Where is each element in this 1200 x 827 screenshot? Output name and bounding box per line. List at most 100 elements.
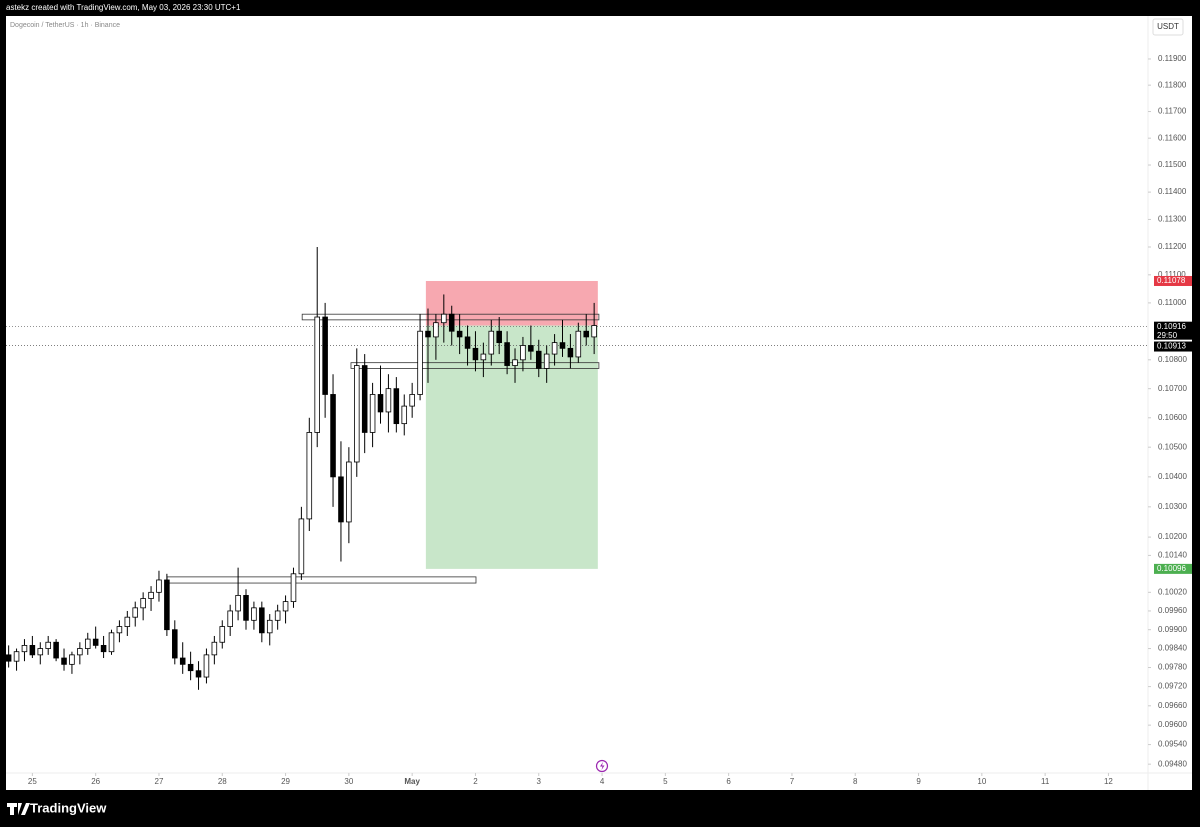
x-tick-label: 12: [1104, 777, 1113, 786]
candle-body: [164, 579, 170, 631]
candle-body: [69, 654, 75, 665]
y-tick-label: 0.11800: [1158, 80, 1187, 89]
candle-body: [148, 591, 154, 599]
candle-body: [464, 336, 471, 349]
y-tick-label: 0.10600: [1158, 413, 1187, 422]
candle-body: [369, 394, 376, 433]
zone: [350, 362, 600, 369]
candle-body: [172, 629, 178, 659]
candle-body: [187, 663, 194, 672]
currency: USDT: [1157, 22, 1179, 31]
candle-body: [448, 313, 455, 332]
candle-body: [124, 616, 131, 627]
candle-body: [488, 330, 495, 355]
candle-body: [84, 638, 91, 649]
candle-body: [77, 648, 83, 656]
candle-body: [179, 657, 186, 665]
candle-body: [195, 670, 202, 678]
candle-body: [37, 648, 44, 656]
y-tick-label: 0.10020: [1158, 587, 1187, 596]
candle-body: [330, 394, 336, 478]
currency-box: [1152, 18, 1184, 36]
candle-body: [282, 601, 289, 612]
chart-title: Dogecoin / TetherUS · 1h · Binance: [10, 22, 120, 29]
target-label: 0.10096: [1157, 564, 1186, 573]
x-tick-label: 7: [790, 777, 795, 786]
candle-body: [535, 350, 542, 369]
candle-body: [551, 342, 558, 355]
candle-body: [575, 330, 582, 358]
x-tick-label: 6: [726, 777, 731, 786]
x-tick-label: 2: [473, 777, 478, 786]
x-tick-label: 28: [218, 777, 227, 786]
candle-body: [417, 330, 423, 395]
y-tick-label: 0.11600: [1158, 133, 1187, 142]
header: astekz created with TradingView.com, May…: [6, 3, 241, 12]
candle-body: [203, 654, 210, 678]
y-tick-label: 0.09960: [1158, 606, 1187, 615]
candle-body: [433, 322, 439, 338]
target-zone: [425, 325, 598, 569]
stop-zone: [425, 280, 598, 326]
candle-body: [361, 365, 368, 433]
x-tick-label: May: [404, 777, 420, 786]
brand: TradingView: [30, 800, 107, 815]
y-tick-label: 0.11700: [1158, 107, 1187, 116]
last-price-label: 0.10916: [1157, 322, 1186, 331]
x-tick-label: 5: [663, 777, 668, 786]
candle-body: [591, 325, 597, 338]
candle-body: [259, 607, 265, 634]
candle-body: [520, 345, 526, 361]
x-tick-label: 27: [155, 777, 164, 786]
candle-body: [346, 461, 352, 523]
candle-body: [235, 595, 241, 612]
y-tick-label: 0.10700: [1158, 384, 1187, 393]
x-tick-label: 8: [853, 777, 858, 786]
y-tick-label: 0.10500: [1158, 442, 1187, 451]
candle-body: [274, 610, 281, 621]
candle-body: [567, 347, 574, 358]
candle-body: [140, 598, 146, 609]
y-tick-label: 0.09780: [1158, 663, 1187, 672]
x-tick-label: 4: [600, 777, 605, 786]
chart-panel: [6, 16, 1192, 790]
candle-body: [219, 626, 226, 643]
candle-body: [385, 388, 392, 413]
candle-body: [53, 641, 59, 659]
candle-body: [108, 632, 115, 653]
candle-body: [290, 573, 297, 603]
x-tick-label: 3: [537, 777, 542, 786]
x-tick-label: 30: [344, 777, 353, 786]
candle-body: [425, 330, 431, 338]
prev-price-label-bg: [1154, 341, 1192, 352]
y-tick-label: 0.09720: [1158, 682, 1187, 691]
prev-price-label: 0.10913: [1157, 342, 1186, 351]
candle-body: [21, 644, 28, 653]
countdown: 29:50: [1157, 331, 1178, 340]
brand-logo: [7, 803, 30, 815]
candle-body: [266, 619, 273, 634]
candle-body: [227, 610, 233, 627]
candle-body: [92, 638, 99, 646]
y-tick-label: 0.09600: [1158, 720, 1187, 729]
candle-body: [100, 644, 107, 653]
y-tick-label: 0.09840: [1158, 644, 1187, 653]
candle-body: [306, 432, 313, 520]
lightning-icon: [595, 759, 609, 773]
y-tick-label: 0.11900: [1158, 54, 1187, 63]
candle-body: [132, 607, 139, 618]
y-tick-label: 0.09900: [1158, 625, 1187, 634]
y-tick-label: 0.09480: [1158, 759, 1187, 768]
target-label-bg: [1154, 563, 1192, 574]
y-tick-label: 0.10200: [1158, 532, 1187, 541]
y-tick-label: 0.10300: [1158, 502, 1187, 511]
candle-body: [528, 345, 534, 352]
y-tick-label: 0.10400: [1158, 472, 1187, 481]
candle-body: [298, 518, 305, 575]
y-tick-label: 0.11200: [1158, 242, 1187, 251]
candle-body: [409, 394, 415, 407]
candle-body: [29, 644, 36, 656]
candle-body: [504, 342, 510, 366]
plot-area: 0.11900 0.11800 0.11700 0.11600 0.11500 0.114…: [5, 54, 1192, 786]
